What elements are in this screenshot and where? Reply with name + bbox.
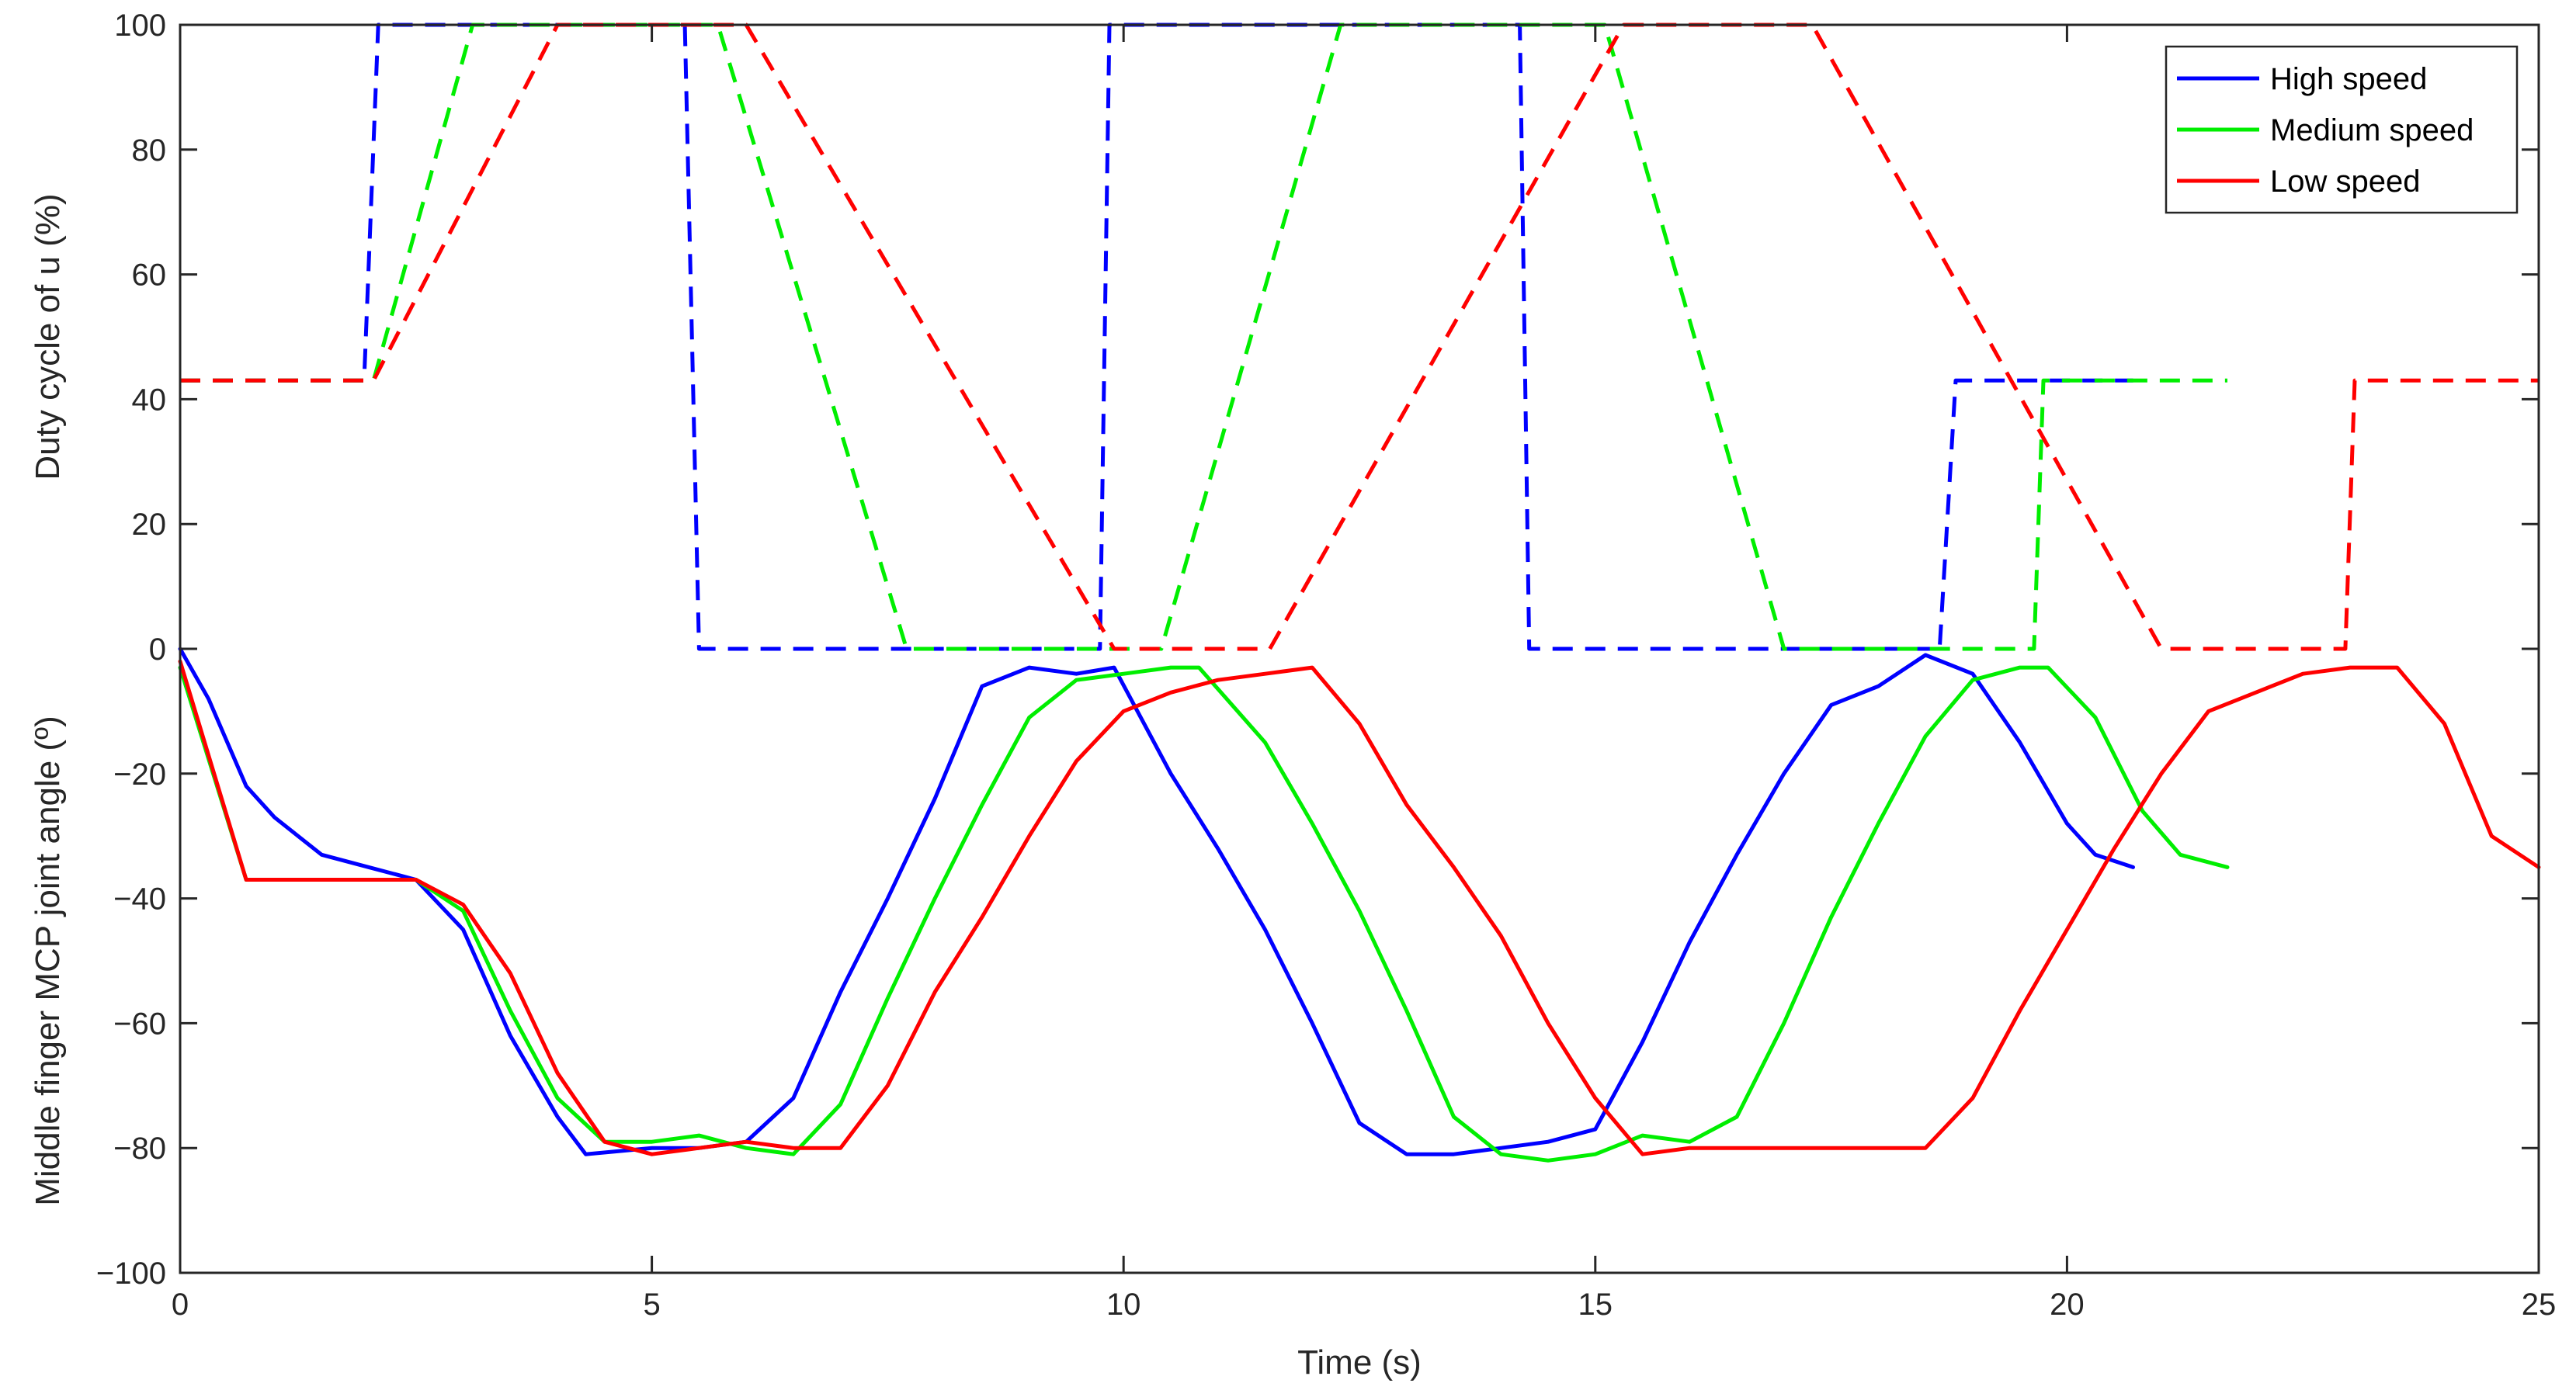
x-tick-label-4: 20 — [2050, 1288, 2085, 1322]
y-tick-label-7: 40 — [132, 383, 167, 417]
y-tick-label-2: −60 — [113, 1007, 166, 1041]
series-line-3 — [178, 647, 2135, 1156]
legend-label-0: High speed — [2270, 62, 2427, 96]
x-tick-label-5: 25 — [2522, 1288, 2557, 1322]
y-axis-title-upper: Duty cycle of u (%) — [29, 193, 67, 480]
y-tick-label-4: −20 — [113, 757, 166, 792]
ticks-layer: 0 5 10 15 20 25 −100 −80 −60 −40 −20 0 20 40 60 80 100 — [96, 9, 2556, 1322]
legend-label-1: Medium speed — [2270, 113, 2474, 147]
legend: High speed Medium speed Low speed — [2165, 45, 2519, 214]
x-tick-label-2: 10 — [1106, 1288, 1141, 1322]
y-axis-title-lower: Middle finger MCP joint angle (º) — [29, 716, 67, 1206]
series-line-2 — [180, 23, 2539, 651]
series-line-0 — [180, 23, 2133, 651]
series-layer — [178, 23, 2541, 1163]
series-line-5 — [178, 659, 2541, 1156]
x-tick-label-1: 5 — [643, 1288, 660, 1322]
x-tick-label-3: 15 — [1578, 1288, 1613, 1322]
y-tick-label-9: 80 — [132, 133, 167, 168]
y-tick-label-6: 20 — [132, 508, 167, 542]
series-line-1 — [180, 23, 2227, 651]
y-tick-label-3: −40 — [113, 882, 166, 917]
y-tick-label-5: 0 — [149, 633, 166, 667]
y-tick-label-8: 60 — [132, 258, 167, 293]
x-tick-label-0: 0 — [172, 1288, 189, 1322]
x-axis-title: Time (s) — [1297, 1343, 1422, 1381]
y-tick-label-10: 100 — [114, 9, 166, 43]
y-tick-label-0: −100 — [96, 1257, 166, 1291]
y-tick-label-1: −80 — [113, 1132, 166, 1166]
legend-label-2: Low speed — [2270, 165, 2420, 199]
